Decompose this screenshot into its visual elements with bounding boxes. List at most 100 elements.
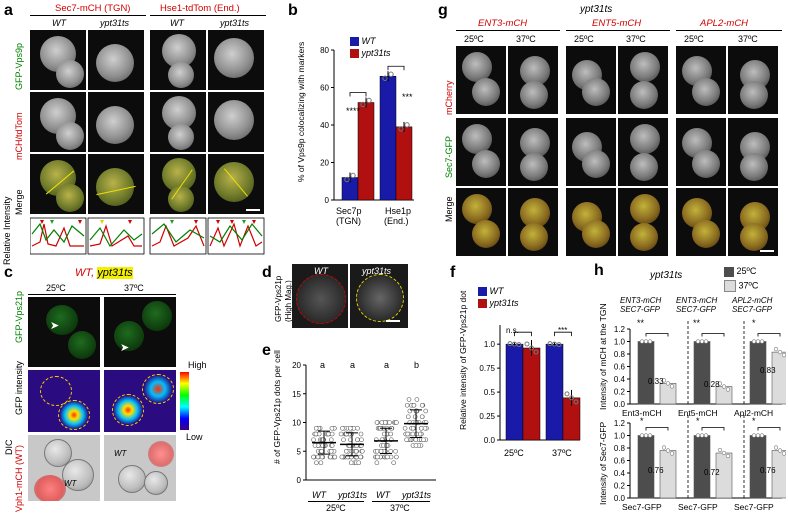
panel-c-temp-2: 37ºC (124, 283, 144, 293)
micrograph-g-2-6 (728, 118, 778, 186)
panel-e-chart: 0 5 10 15 20 (292, 361, 436, 485)
b-pt-0-1-b (366, 97, 372, 104)
panel-h-xlabel-bot-2: Sec7-GFP (678, 502, 718, 512)
micrograph-c-1-2: ➤ (104, 297, 176, 367)
e-pt-3-57 (405, 431, 410, 437)
panel-d-label: d (262, 264, 272, 281)
panel-b-xcat-1a: Sec7p (336, 206, 362, 216)
panel-h-val-bot-1: 0.76 (648, 466, 664, 475)
h-bot-pt-0-1-0 (661, 445, 667, 450)
h-bot-ytick-label-4: 0.8 (614, 444, 626, 453)
panel-h-sig-top-3: * (752, 318, 756, 328)
e-pt-0-57 (311, 454, 316, 460)
h-top-pt-1-1-2 (725, 387, 731, 392)
f-pt-0-0-0 (507, 341, 513, 347)
panel-f-temp-2: 37ºC (552, 448, 572, 458)
panel-b-xcat-2a: Hse1p (385, 206, 412, 216)
panel-e-temp-2: 37ºC (390, 503, 410, 513)
panel-h-xlabel-bot-3: Sec7-GFP (734, 502, 774, 512)
panel-d-ylabel: GFP-Vps21p (274, 275, 283, 322)
h-top-ytick-label-0: 0.0 (614, 400, 626, 409)
panel-b-chart: 0 20 40 60 80 (320, 46, 414, 205)
panel-h-xlabel-bot-1: Sec7-GFP (622, 502, 662, 512)
h-bot-pt-2-1-0 (773, 445, 779, 450)
e-pt-0-58 (328, 437, 334, 443)
e-pt-0-55 (328, 448, 334, 454)
micrograph-a-1-3 (150, 30, 206, 90)
dic-c-2: WT (104, 435, 176, 501)
panel-h-sig-bot-1: * (640, 416, 644, 426)
e-pt-3-51 (405, 414, 411, 420)
panel-b-xcat-2b: (End.) (384, 216, 409, 226)
micrograph-a-2-4 (208, 92, 264, 152)
e-pt-2-39 (378, 448, 384, 454)
h-top-ytick-label-5: 1.0 (614, 338, 626, 347)
micrograph-g-3-4 (618, 188, 668, 256)
f-pt-0-0-1 (512, 341, 517, 347)
h-top-pt-0-1-2 (669, 384, 675, 389)
e-pt-1-59 (359, 437, 364, 443)
e-ytick-label-2: 10 (292, 419, 301, 428)
h-bot-pt-2-0-0 (751, 433, 757, 438)
e-pt-2-28 (388, 431, 394, 437)
h-top-pt-1-0-0 (695, 339, 701, 344)
e-ytick-label-1: 5 (297, 447, 302, 456)
e-pt-3-58 (404, 437, 409, 443)
e-pt-1-45 (356, 460, 362, 466)
panel-c-row-heat: GFP intensity (14, 361, 24, 415)
h-bot-pt-1-0-1 (699, 433, 705, 438)
heatmap-c-1 (28, 370, 100, 432)
e-ytick-label-3: 15 (292, 390, 301, 399)
b-pt-1-0-a (382, 75, 388, 81)
h-bot-pt-0-0-0 (639, 433, 645, 438)
panel-a-row-mch: mCH/tdTom (14, 112, 24, 160)
panel-g-temp-2: 37ºC (516, 34, 536, 44)
panel-e-letter-2: a (350, 360, 356, 370)
h-bot-bar-1-0 (693, 435, 711, 499)
f-ytick-label-1: 0.25 (479, 412, 495, 421)
b-bracket-1 (387, 65, 405, 71)
panel-h-val-bot-3: 0.76 (760, 466, 776, 475)
h-bot-pt-0-0-2 (647, 433, 653, 438)
h-bot-bracket-0 (645, 427, 669, 431)
h-top-ytick-label-2: 0.4 (614, 375, 626, 384)
micrograph-d-mut: ypt31ts (350, 264, 408, 328)
panel-h-sig-top-2: ** (693, 318, 701, 328)
h-top-pt-2-0-1 (755, 339, 761, 344)
e-pt-3-52 (411, 402, 417, 408)
e-pt-0-52 (314, 460, 319, 466)
panel-c-title-wt: WT, (75, 267, 95, 279)
micrograph-a-1-1 (30, 30, 86, 90)
e-pt-2-53 (379, 420, 385, 425)
dic-c-1: WT (28, 435, 100, 501)
f-pt-0-1-1 (529, 345, 534, 351)
panel-h-ylabel-top: Intensity of mCH at the TGN (598, 303, 608, 410)
panel-b-legend-wt: WT (350, 36, 376, 47)
e-pt-0-40 (311, 437, 316, 443)
panel-f-chart: 0.0 0.25 0.5 0.75 1.0 (479, 325, 581, 445)
b-ytick-label-1: 20 (320, 159, 329, 168)
panel-e-strain-1: WT (312, 490, 326, 500)
dic-c-1-wt: WT (64, 479, 77, 488)
e-pt-0-50 (328, 454, 333, 460)
e-pt-3-12 (423, 408, 429, 414)
e-pt-0-49 (321, 437, 326, 443)
h-top-pt-2-1-2 (781, 353, 786, 358)
e-pt-0-35 (313, 431, 319, 437)
panel-a-label: a (4, 2, 13, 19)
h-top-pt-0-0-1 (643, 339, 649, 344)
e-pt-1-40 (341, 437, 346, 443)
panel-c-row-gfp: GFP-Vps21p (14, 290, 24, 343)
e-pt-0-28 (319, 454, 325, 460)
e-pt-3-31 (419, 414, 425, 420)
h-bot-ytick-label-1: 0.2 (614, 482, 626, 491)
panel-a-intensity-profiles (30, 217, 265, 255)
panel-b-label: b (288, 2, 298, 19)
panel-g-temp-5: 25ºC (684, 34, 704, 44)
b-bar-1-1 (395, 126, 413, 201)
micrograph-a-3-1 (30, 154, 86, 214)
panel-b-legend-mut: ypt31ts (350, 48, 391, 59)
e-pt-3-26 (406, 397, 412, 402)
panel-h-val-top-2: 0.28 (704, 380, 720, 389)
h-bot-pt-2-1-1 (777, 448, 783, 453)
